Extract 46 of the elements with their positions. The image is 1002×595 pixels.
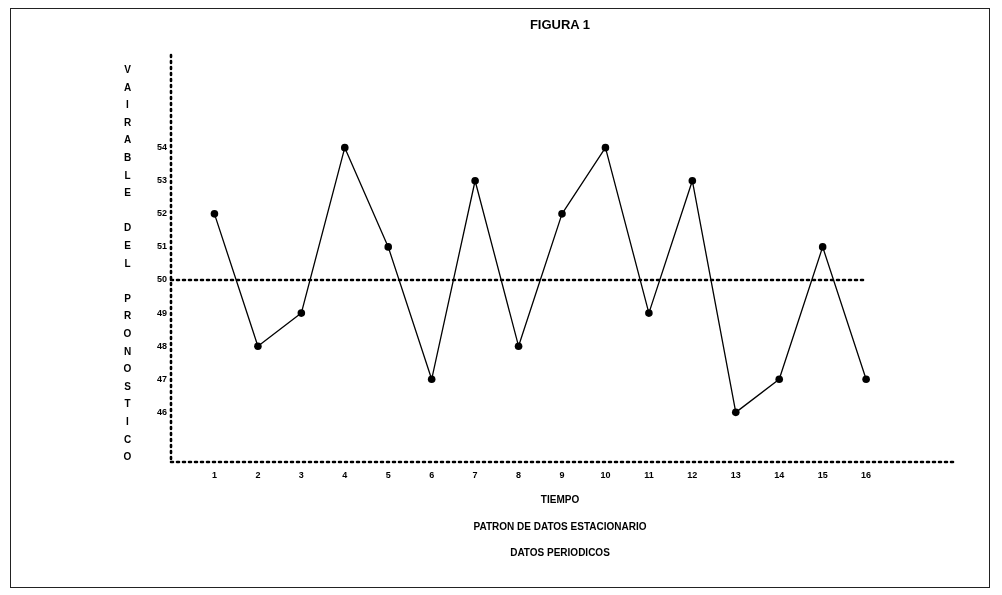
- y-tick-label: 53: [156, 175, 167, 186]
- x-tick-label: 10: [600, 469, 611, 480]
- x-tick-label: 4: [342, 469, 348, 480]
- point: [384, 243, 393, 251]
- x-tick-label: 3: [298, 469, 304, 480]
- text: PATRON DE DATOS ESTACIONARIO: [472, 521, 648, 532]
- x-tick-label: 12: [687, 469, 698, 480]
- y-tick-label: 54: [156, 142, 167, 153]
- point: [558, 210, 566, 218]
- point: [340, 143, 349, 152]
- x-tick-label: 8: [516, 469, 522, 480]
- x-axis-title: TIEMPO: [539, 494, 581, 505]
- x-tick-label: 5: [385, 469, 391, 480]
- y-tick-label: 47: [156, 373, 167, 384]
- point: [297, 309, 306, 317]
- y-tick-label: 48: [156, 340, 167, 351]
- point: [775, 375, 784, 384]
- chart-title: FIGURA 1: [528, 17, 592, 32]
- y-axis-title: VAIRABLE DEL PRONOSTICO: [122, 64, 133, 469]
- point: [818, 243, 827, 251]
- x-tick-label: 9: [559, 469, 565, 480]
- point: [731, 408, 740, 417]
- x-tick-label: 13: [730, 469, 741, 480]
- x-tick-label: 14: [774, 469, 785, 480]
- text: DATOS PERIODICOS: [509, 547, 611, 558]
- x-tick-label: 7: [472, 469, 478, 480]
- point: [514, 342, 523, 350]
- y-tick-label: 49: [156, 307, 167, 318]
- x-tick-label: 15: [817, 469, 828, 480]
- y-tick-label: 51: [156, 241, 167, 252]
- x-tick-label: 2: [255, 469, 261, 480]
- point: [862, 375, 870, 384]
- y-tick-label: 50: [156, 274, 167, 285]
- y-tick-label: 52: [156, 208, 167, 219]
- y-tick-label: 46: [156, 406, 167, 417]
- x-tick-label: 11: [644, 469, 654, 480]
- point: [471, 176, 479, 185]
- x-tick-label: 1: [211, 469, 217, 480]
- point: [210, 210, 219, 218]
- point: [427, 375, 436, 384]
- point: [688, 176, 697, 185]
- x-tick-label: 16: [861, 469, 872, 480]
- x-tick-label: 6: [429, 469, 435, 480]
- point: [645, 309, 653, 317]
- point: [254, 342, 262, 350]
- point: [601, 143, 610, 152]
